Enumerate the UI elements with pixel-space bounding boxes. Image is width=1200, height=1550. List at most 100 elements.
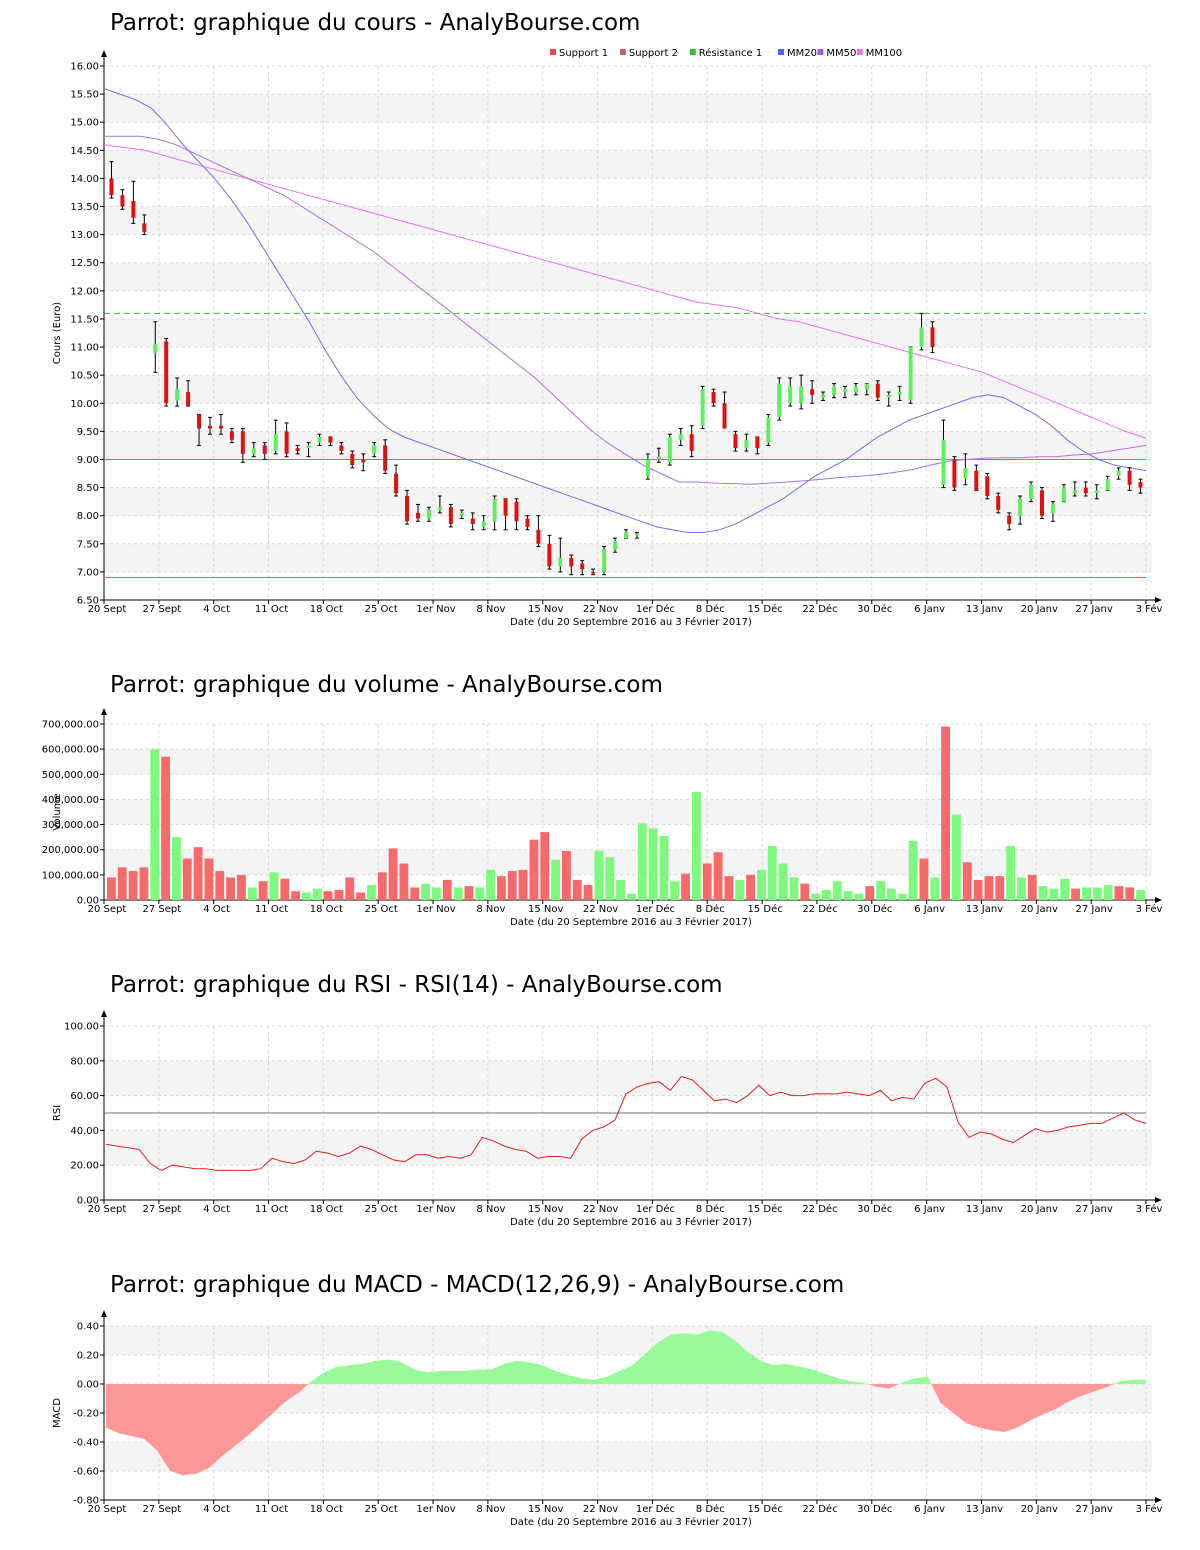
rsi-ytick-label: 0.00 — [77, 1196, 99, 1207]
candle-body — [197, 414, 202, 429]
candle — [842, 385, 847, 399]
candle-body — [722, 403, 727, 429]
candle — [1083, 481, 1088, 497]
candle — [262, 442, 267, 460]
volume-ytick-label: 100,000.00 — [42, 870, 99, 881]
candle-body — [864, 383, 869, 390]
candle — [197, 414, 202, 446]
macd-xtick-label: 25 Oct — [365, 1504, 398, 1515]
volume-bar — [540, 832, 550, 900]
candle — [985, 473, 990, 500]
volume-xtick-label: 15 Nov — [528, 904, 564, 915]
candle — [394, 464, 399, 497]
candle — [919, 312, 924, 351]
price-xtick-label: 13 Janv — [966, 604, 1003, 615]
macd-xtick-label: 18 Oct — [310, 1504, 343, 1515]
candle — [459, 509, 464, 519]
price-ytick-label: 7.00 — [77, 567, 99, 578]
macd-x-axis-label: Date (du 20 Septembre 2016 au 3 Février … — [510, 1516, 752, 1528]
volume-xtick-label: 22 Déc — [802, 903, 837, 915]
macd-ytick-label: -0.20 — [73, 1409, 99, 1420]
volume-bar — [627, 893, 636, 900]
price-band — [104, 94, 1152, 123]
candle — [208, 416, 212, 435]
volume-chart: 0.00 100,000.00 200,000.00 300,000.00 400,00… — [42, 708, 1162, 928]
rsi-chart: 0.00 20.00 40.00 60.00 80.00 100.00 20 Sept 27 … — [52, 1010, 1162, 1228]
candle — [974, 464, 979, 491]
candle-body — [897, 392, 902, 395]
volume-bar — [334, 889, 344, 900]
candle — [1040, 487, 1044, 519]
volume-bar — [984, 876, 994, 900]
rsi-xtick-label: 18 Oct — [310, 1204, 343, 1215]
candle-body — [974, 470, 979, 491]
price-xtick-label: 30 Déc — [857, 603, 892, 615]
volume-bar — [746, 874, 755, 900]
legend-label: Support 2 — [629, 48, 678, 59]
candle — [416, 503, 420, 522]
volume-bar — [226, 877, 235, 900]
volume-bar — [1017, 877, 1026, 900]
volume-xtick-label: 30 Déc — [857, 903, 892, 915]
legend-swatch — [619, 49, 626, 55]
rsi-xtick-label: 8 Déc — [696, 1203, 725, 1215]
rsi-line — [105, 1075, 1147, 1171]
price-xtick-label: 11 Oct — [255, 604, 288, 615]
macd-xtick-label: 3 Fév — [1136, 1503, 1163, 1515]
volume-bar — [215, 871, 225, 900]
candle — [875, 380, 880, 401]
candle — [120, 189, 125, 210]
candle-body — [1040, 490, 1044, 516]
candle-body — [109, 178, 114, 196]
volume-xtick-label: 27 Janv — [1076, 904, 1113, 915]
legend-label: Résistance 1 — [699, 47, 762, 59]
candle-body — [821, 394, 826, 398]
candle-body — [1050, 504, 1055, 513]
volume-ytick-label: 500,000.00 — [42, 770, 99, 781]
price-xtick-label: 27 Sept — [143, 604, 182, 615]
candle — [1050, 501, 1055, 522]
candle — [952, 456, 957, 491]
price-ytick-label: 14.00 — [70, 174, 99, 185]
price-band — [104, 262, 1152, 291]
price-xtick-label: 3 Fév — [1136, 603, 1163, 615]
candle — [886, 391, 891, 407]
macd-xtick-label: 15 Nov — [528, 1504, 564, 1515]
price-ytick-label: 11.50 — [70, 314, 99, 325]
volume-bar — [432, 887, 441, 900]
candle-body — [273, 434, 278, 452]
volume-bar — [529, 839, 539, 900]
volume-bar — [941, 726, 950, 900]
candle — [405, 489, 410, 525]
candle — [711, 388, 716, 407]
legend-label: MM50 — [826, 48, 856, 59]
macd-xtick-label: 15 Déc — [747, 1503, 782, 1515]
rsi-y-axis-arrow — [101, 1010, 107, 1017]
price-x-axis-arrow — [1155, 597, 1162, 603]
rsi-xtick-label: 15 Déc — [747, 1203, 782, 1215]
volume-bar — [952, 814, 961, 900]
volume-ytick-label: 300,000.00 — [42, 820, 99, 831]
volume-y-axis-arrow — [101, 708, 107, 715]
candle — [328, 436, 333, 446]
candle — [853, 383, 858, 396]
candle — [218, 414, 223, 435]
candle — [229, 428, 234, 444]
rsi-y-axis-label: RSI — [52, 1105, 63, 1121]
volume-bar — [822, 889, 831, 900]
macd-xtick-label: 20 Sept — [88, 1504, 127, 1515]
volume-band — [104, 749, 1152, 775]
rsi-xtick-label: 20 Sept — [88, 1204, 127, 1215]
candle-body — [886, 394, 891, 398]
volume-band — [104, 849, 1152, 875]
macd-xtick-label: 8 Nov — [476, 1504, 505, 1515]
price-ytick-label: 16.00 — [70, 62, 99, 73]
candle-body — [120, 195, 125, 207]
macd-ytick-label: -0.80 — [73, 1496, 99, 1507]
macd-band — [104, 1442, 1152, 1471]
volume-bar — [1092, 887, 1102, 900]
volume-bar — [681, 873, 690, 900]
candle-body — [853, 386, 858, 393]
candle-body — [613, 540, 618, 550]
candle — [996, 492, 1001, 514]
